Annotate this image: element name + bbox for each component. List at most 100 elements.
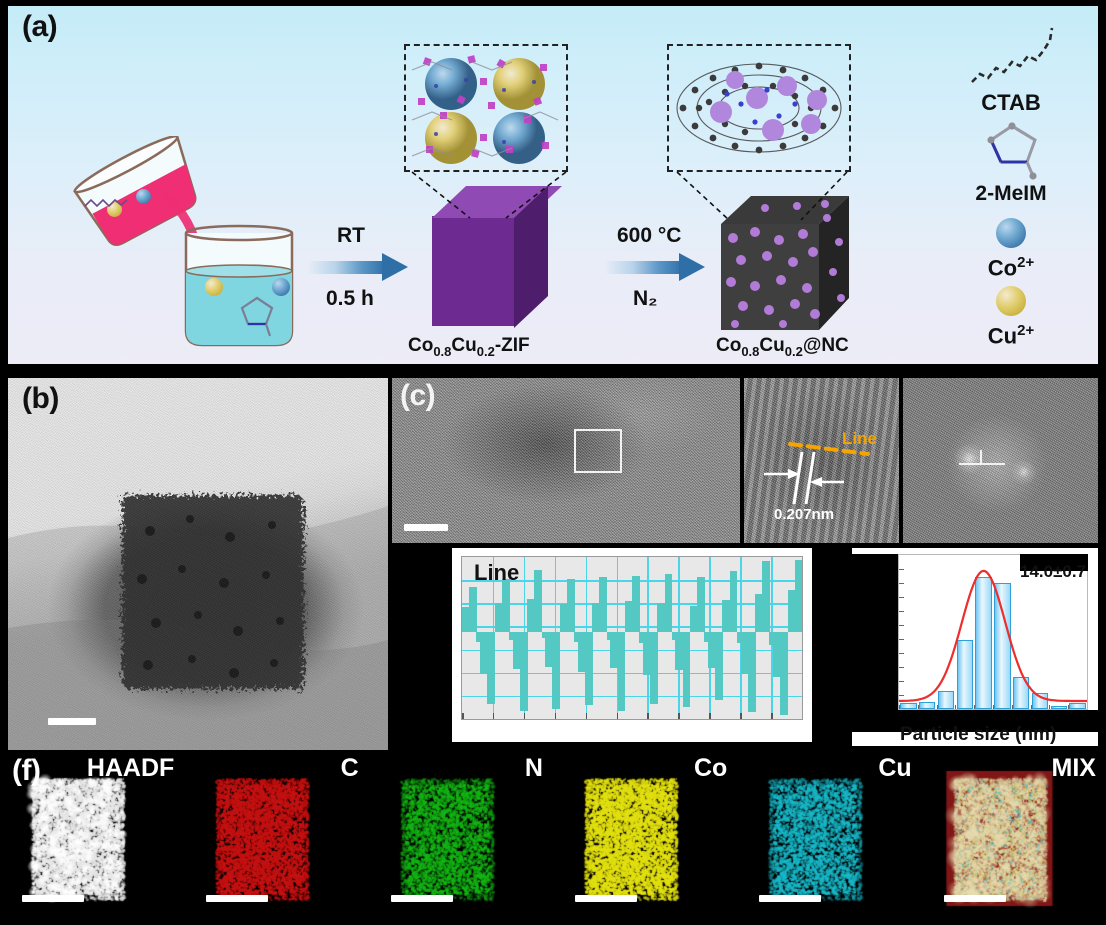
panel-f-tag: (f) bbox=[12, 754, 41, 787]
panel-b-scalebar bbox=[48, 718, 96, 725]
line-profile-bar bbox=[610, 631, 615, 669]
histogram-bar bbox=[1031, 692, 1049, 709]
line-profile-bar bbox=[747, 631, 752, 713]
line-profile-bar bbox=[686, 631, 691, 708]
product2-sub2: 0.2 bbox=[784, 343, 803, 359]
line-profile-bar bbox=[624, 601, 629, 632]
pouring-flask-icon bbox=[73, 136, 197, 246]
line-profile-bar bbox=[537, 569, 543, 632]
line-profile-xtick bbox=[462, 713, 464, 719]
legend-label-ctab: CTAB bbox=[981, 90, 1041, 115]
histogram-ytick bbox=[899, 625, 904, 626]
line-profile-bar bbox=[483, 631, 488, 674]
histogram-xtick bbox=[1087, 705, 1088, 709]
histogram-ytick bbox=[899, 611, 904, 612]
yellow-sphere-icon bbox=[996, 286, 1026, 316]
line-profile-bar bbox=[798, 559, 802, 632]
legend-label-2meim: 2-MeIM bbox=[975, 182, 1047, 205]
line-profile-bar bbox=[675, 631, 680, 671]
line-profile-bar bbox=[744, 631, 749, 674]
line-profile-bar bbox=[740, 631, 745, 674]
flask-ctab-icon bbox=[84, 198, 128, 208]
line-profile-bar bbox=[715, 631, 720, 701]
line-profile-bar bbox=[592, 602, 597, 632]
line-profile-bar bbox=[487, 631, 492, 704]
line-profile-bar bbox=[505, 578, 510, 632]
line-profile-bar bbox=[679, 631, 684, 671]
line-profile-title: Line bbox=[474, 560, 520, 585]
line-profile-bar bbox=[773, 631, 778, 677]
line-profile-bar bbox=[588, 631, 593, 706]
histogram-xtick bbox=[993, 705, 994, 709]
histogram-ytick bbox=[899, 653, 904, 654]
eds-map-label-cobalt: Co bbox=[694, 754, 728, 782]
zif-framework-icon bbox=[411, 55, 559, 164]
legend-label-cu: Cu2+ bbox=[956, 322, 1066, 349]
panel-c-selection-box bbox=[574, 429, 622, 473]
histogram-xtick bbox=[1030, 705, 1032, 709]
line-profile-bar bbox=[635, 575, 640, 632]
line-profile-bar bbox=[545, 631, 550, 667]
line-profile-xtick bbox=[678, 713, 680, 719]
zif-cube-side bbox=[514, 186, 548, 328]
line-profile-bar bbox=[574, 631, 579, 642]
panel-c-lattice-zoom: 0.207nm Line bbox=[744, 378, 899, 543]
graphene-sheet-icon bbox=[676, 62, 842, 154]
line-profile-plot bbox=[461, 556, 803, 720]
eds-map-scalebar-copper bbox=[759, 895, 822, 902]
line-profile-bar bbox=[628, 601, 633, 632]
line-profile-bar bbox=[534, 569, 539, 632]
line-profile-bar bbox=[501, 578, 506, 632]
line-profile-xtick bbox=[740, 713, 742, 719]
lattice-spacing-label: 0.207nm bbox=[774, 506, 835, 523]
line-profile-bar bbox=[657, 602, 662, 632]
line-profile-bar bbox=[498, 602, 503, 632]
legend-co-text: Co bbox=[987, 255, 1018, 281]
line-profile-bar bbox=[559, 604, 564, 632]
graphene-inset bbox=[667, 44, 851, 172]
graphene-inset-leader-lines bbox=[676, 171, 848, 221]
step1-bottom-label: 0.5 h bbox=[326, 287, 374, 310]
line-profile-bar bbox=[754, 594, 760, 632]
line-profile-bar bbox=[769, 631, 774, 645]
histogram-xtick bbox=[917, 705, 919, 709]
product2-suffix: @NC bbox=[802, 335, 849, 356]
eds-map-cobalt: Co bbox=[553, 752, 738, 925]
line-profile-bar bbox=[490, 631, 496, 704]
step1-top-label: RT bbox=[337, 224, 365, 247]
line-profile-bar bbox=[509, 631, 514, 640]
line-profile-bar bbox=[570, 578, 575, 632]
flask-cu-sphere bbox=[107, 202, 122, 217]
line-profile-bar bbox=[783, 631, 789, 716]
line-profile-bar bbox=[689, 605, 695, 632]
panel-c-hrtem-overview: (c) bbox=[392, 378, 740, 543]
reaction-arrow-2 bbox=[605, 253, 707, 281]
panel-a-tag: (a) bbox=[22, 10, 58, 43]
histogram-xtick bbox=[1068, 705, 1070, 709]
product1-sub1: 0.8 bbox=[433, 343, 452, 359]
imidazole-ring-icon bbox=[987, 122, 1037, 180]
line-profile-bar bbox=[595, 602, 601, 632]
eds-map-carbon: C bbox=[184, 752, 369, 925]
legend-cu-text: Cu bbox=[987, 323, 1018, 349]
line-profile-bar bbox=[758, 594, 763, 632]
line-profile-xtick bbox=[523, 713, 526, 719]
product2-base1: Co bbox=[716, 335, 742, 356]
panel-b-nanocube bbox=[122, 495, 304, 689]
reaction-arrow-1 bbox=[308, 253, 410, 281]
panel-c-scalebar bbox=[404, 524, 448, 531]
line-profile-bar bbox=[519, 631, 525, 712]
legend-label-co: Co2+ bbox=[956, 254, 1066, 281]
line-profile-bar bbox=[548, 631, 553, 667]
line-profile-bar bbox=[722, 600, 727, 632]
line-profile-bar bbox=[512, 631, 517, 670]
line-profile-bar bbox=[613, 631, 619, 669]
line-profile-gridline-h bbox=[462, 672, 802, 675]
ctab-icon bbox=[971, 27, 1054, 83]
line-profile-bar bbox=[794, 559, 799, 632]
histogram-ytick bbox=[899, 681, 904, 682]
line-profile-bar bbox=[646, 631, 651, 676]
line-profile-bar bbox=[566, 578, 572, 632]
product1-base2: Cu bbox=[451, 335, 477, 356]
